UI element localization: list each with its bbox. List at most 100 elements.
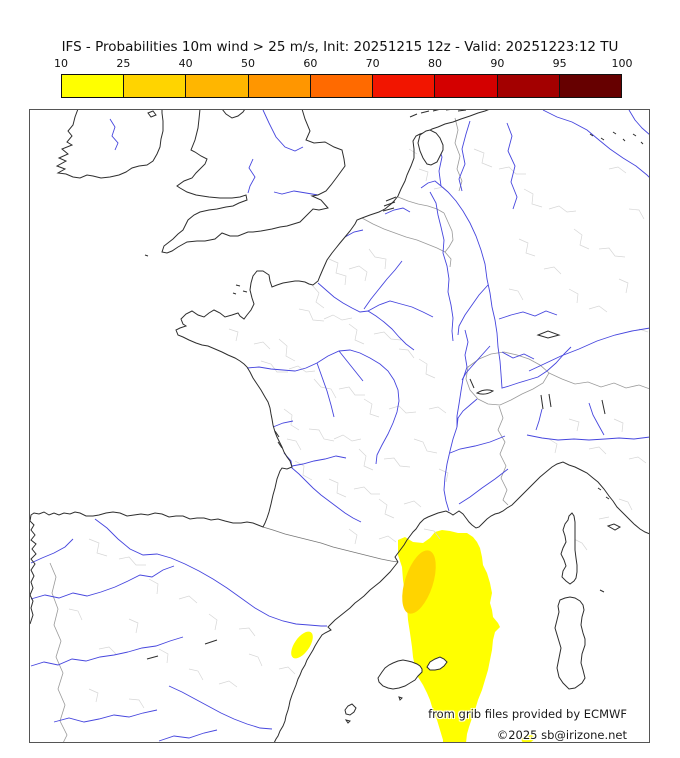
river-duero	[30, 565, 175, 600]
river-mino	[30, 538, 74, 564]
river-loire	[246, 349, 400, 465]
reservoirs-spain	[146, 639, 218, 660]
border-france-italy	[497, 405, 509, 506]
river-guadiana	[53, 709, 158, 723]
colorbar-cell	[124, 75, 187, 97]
colorbar: 10 25 40 50 60 70 80 90 95 100	[54, 57, 633, 98]
border-belgium-netherlands	[397, 196, 445, 214]
colorbar-tick-label: 90	[490, 57, 505, 70]
colorbar-cell	[559, 75, 621, 97]
river-ireland	[109, 118, 119, 151]
island-cabrera	[398, 696, 403, 701]
colorbar-tick-label: 10	[54, 57, 68, 70]
river-dordogne	[291, 455, 347, 467]
colorbar-tick-label: 50	[241, 57, 255, 70]
attribution-source: from grib files provided by ECMWF	[428, 707, 627, 721]
attribution-copyright: ©2025 sb@irizone.net	[496, 728, 627, 742]
coast-gulf-of-lion-italy	[394, 461, 650, 563]
river-marne	[367, 300, 434, 318]
colorbar-tick-label: 40	[178, 57, 193, 70]
river-isere	[449, 435, 506, 454]
river-trent	[262, 109, 304, 152]
river-neckar	[501, 351, 535, 360]
river-main	[498, 310, 558, 320]
river-vienne	[316, 362, 335, 418]
island-sardinia	[554, 596, 586, 690]
coast-continent	[29, 109, 491, 625]
coast-small-islands	[144, 254, 283, 449]
colorbar-cells	[61, 74, 622, 98]
island-ijsselmeer	[417, 129, 444, 166]
islands-tyrrhenian	[597, 487, 622, 593]
colorbar-cell	[248, 75, 311, 97]
colorbar-cell	[310, 75, 374, 97]
island-mallorca	[377, 659, 423, 690]
river-rhone-upper	[456, 398, 478, 428]
lake-constance	[536, 330, 561, 339]
island-formentera	[344, 719, 351, 724]
probability-blob-inner	[402, 550, 436, 614]
river-weser	[506, 122, 518, 210]
coastlines	[29, 109, 650, 743]
river-elbe	[542, 109, 650, 179]
river-oder	[628, 109, 650, 136]
river-rhone	[443, 426, 458, 512]
map-canvas	[29, 109, 650, 743]
lakes-italy	[469, 378, 606, 415]
colorbar-tick-label: 25	[116, 57, 131, 70]
border-pyrenees	[262, 526, 399, 563]
colorbar-cell	[373, 75, 436, 97]
coast-frisian-islands	[409, 109, 467, 118]
islands	[344, 129, 586, 724]
river-ebro	[94, 518, 327, 627]
river-jucar	[168, 685, 273, 730]
island-menorca	[426, 656, 448, 671]
river-oise	[363, 260, 403, 310]
attribution: from grib files provided by ECMWF ©2025 …	[428, 704, 627, 746]
border-portugal-spain	[49, 562, 68, 743]
colorbar-cell	[497, 75, 560, 97]
river-ticino	[535, 408, 543, 431]
rivers	[30, 109, 650, 742]
colorbar-tick-label: 60	[303, 57, 318, 70]
colorbar-tick-label: 80	[428, 57, 442, 70]
colorbar-tick-label: 70	[365, 57, 380, 70]
chart-title: IFS - Probabilities 10m wind > 25 m/s, I…	[61, 39, 619, 55]
colorbar-ticks: 10 25 40 50 60 70 80 90 95 100	[54, 57, 633, 74]
river-rhine	[420, 180, 572, 389]
colorbar-cell	[62, 75, 125, 97]
colorbar-cell	[186, 75, 249, 97]
colorbar-tick-label: 100	[611, 57, 633, 70]
map-frame	[29, 109, 650, 743]
river-adige	[588, 402, 605, 436]
island-corsica	[560, 512, 578, 585]
coast-isle-of-man	[147, 110, 157, 118]
border-switzerland	[465, 351, 550, 406]
coast-zeeland	[382, 196, 397, 212]
border-belgium-germany	[443, 212, 454, 268]
lake-geneva	[475, 389, 495, 395]
probability-blob-small-south	[521, 734, 535, 743]
river-meuse	[429, 191, 454, 342]
coast-ireland	[55, 109, 164, 179]
probability-blob-spain-coast	[291, 631, 313, 659]
island-ibiza	[344, 703, 357, 716]
probability-overlay-25-40	[402, 550, 436, 614]
river-thames	[273, 190, 319, 196]
river-doubs	[461, 345, 491, 381]
lakes-germany-ne	[589, 131, 644, 145]
coast-lancashire	[221, 109, 246, 119]
river-po	[526, 434, 650, 441]
river-danube	[528, 327, 650, 372]
colorbar-tick-label: 95	[552, 57, 567, 70]
river-cher	[338, 350, 364, 382]
coast-spain-east	[273, 561, 399, 743]
river-scheldt	[384, 207, 411, 215]
river-garonne	[283, 452, 362, 523]
border-austria-italy	[548, 372, 650, 390]
country-borders	[49, 117, 650, 743]
river-severn	[247, 158, 256, 194]
border-france-belgium	[361, 217, 446, 253]
river-durance	[458, 468, 509, 505]
